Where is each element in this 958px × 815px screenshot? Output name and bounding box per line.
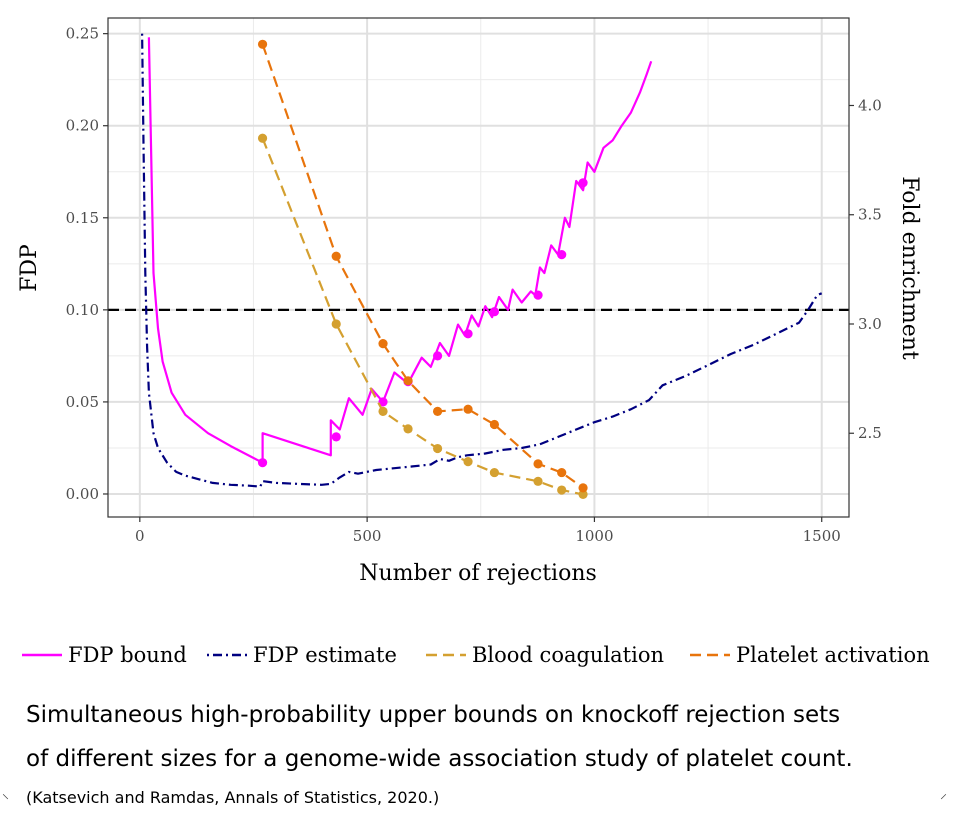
data-point — [432, 406, 443, 416]
data-point — [463, 404, 473, 414]
caption-line-2: of different sizes for a genome-wide ass… — [26, 746, 853, 772]
y-tick-label: 0.05 — [66, 393, 99, 411]
data-point — [378, 406, 388, 416]
x-tick-label: 1000 — [575, 527, 613, 545]
data-point — [489, 419, 500, 430]
x-tick-label: 1500 — [803, 527, 841, 545]
data-point — [463, 329, 473, 339]
data-point — [257, 458, 268, 468]
corner-left-icon: ⸌ — [2, 792, 9, 808]
corner-right-icon: ⸍ — [940, 792, 947, 808]
data-point — [578, 178, 588, 188]
legend-label: FDP estimate — [253, 643, 397, 667]
data-point — [432, 351, 443, 361]
data-point — [403, 424, 413, 434]
x-tick-label: 500 — [353, 527, 382, 545]
data-point — [331, 319, 341, 329]
plot-panel-border — [107, 17, 850, 518]
data-point — [463, 457, 473, 467]
data-point — [432, 443, 443, 454]
y-tick-label: 0.20 — [66, 117, 99, 135]
y-tick-label: 0.00 — [66, 485, 99, 503]
data-point — [557, 467, 567, 478]
y2-axis-label: Fold enrichment — [897, 176, 922, 360]
data-point — [331, 251, 341, 261]
y2-tick-label: 2.5 — [858, 424, 882, 442]
grid — [108, 18, 849, 517]
series-line-fdp-bound — [147, 37, 653, 464]
fdp-chart: 0 500 1000 1500 0.00 0.05 0.10 0.15 0.20 0.25 2.5 3… — [17, 17, 930, 667]
series-line-blood-coagulation — [261, 137, 584, 496]
data-point — [331, 432, 341, 442]
data-point — [378, 339, 388, 349]
axes: 0 500 1000 1500 0.00 0.05 0.10 0.15 0.20 0.25 2.5 3… — [66, 25, 882, 545]
data-point — [257, 39, 268, 49]
data-point — [489, 467, 500, 478]
data-point — [403, 376, 413, 386]
data-point — [557, 250, 567, 260]
data-point — [378, 397, 388, 407]
y2-tick-label: 4.0 — [858, 96, 882, 114]
data-point — [533, 476, 543, 486]
series-line-platelet-activation — [261, 43, 584, 489]
y2-tick-label: 3.0 — [858, 315, 882, 333]
series-layer — [141, 33, 823, 500]
caption-line-1: Simultaneous high-probability upper boun… — [26, 702, 841, 728]
legend-label: Platelet activation — [736, 643, 930, 667]
series-line-fdp-estimate — [141, 33, 823, 488]
y2-tick-label: 3.5 — [858, 206, 882, 224]
y-axis-label: FDP — [17, 244, 42, 292]
citation: (Katsevich and Ramdas, Annals of Statist… — [26, 788, 440, 807]
data-point — [533, 459, 543, 469]
x-tick-label: 0 — [135, 527, 145, 545]
legend-label: FDP bound — [68, 643, 187, 667]
x-axis-label: Number of rejections — [359, 561, 597, 586]
data-point — [578, 483, 588, 493]
data-point — [533, 290, 543, 300]
data-point — [489, 307, 500, 317]
legend: FDP bound FDP estimate Blood coagulation Pl… — [22, 643, 930, 667]
y-tick-label: 0.25 — [66, 25, 99, 43]
y-tick-label: 0.10 — [66, 301, 99, 319]
y-tick-label: 0.15 — [66, 209, 99, 227]
legend-label: Blood coagulation — [472, 643, 664, 667]
data-point — [578, 489, 588, 500]
data-point — [557, 485, 567, 495]
data-point — [257, 133, 268, 143]
